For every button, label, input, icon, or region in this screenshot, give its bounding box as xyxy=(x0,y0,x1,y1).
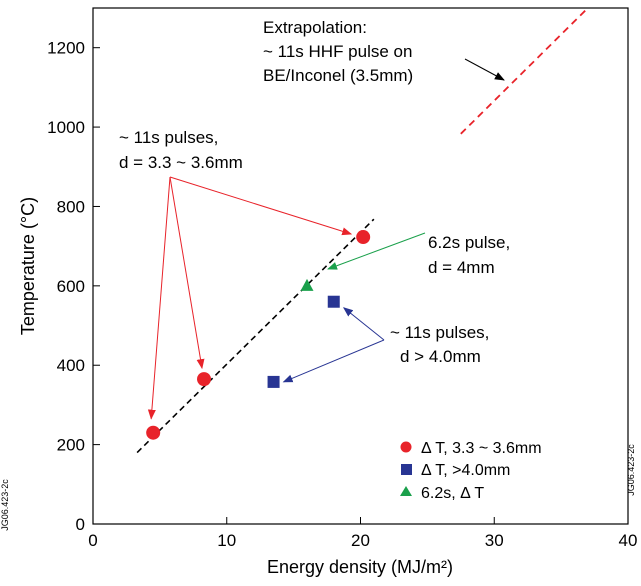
legend-label: Δ T, 3.3 ~ 3.6mm xyxy=(421,440,542,457)
annotation-line: ~ 11s pulses, xyxy=(119,128,218,147)
plot-frame xyxy=(92,7,629,525)
annotation-extrapolation: Extrapolation: ~ 11s HHF pulse on BE/Inc… xyxy=(263,18,413,85)
x-tick-label: 30 xyxy=(485,531,504,550)
x-tick-label: 0 xyxy=(88,531,97,550)
x-axis-label: Energy density (MJ/m²) xyxy=(267,557,453,577)
annotation-line: d = 4mm xyxy=(428,258,495,277)
annotation-11s-pulses-large-d: ~ 11s pulses, d > 4.0mm xyxy=(390,323,489,366)
legend-label: Δ T, >4.0mm xyxy=(421,462,510,479)
legend-marker-triangle xyxy=(400,486,412,496)
y-tick-label: 1200 xyxy=(47,39,85,58)
y-tick-label: 200 xyxy=(57,436,85,455)
annotation-line: 6.2s pulse, xyxy=(428,233,510,252)
annotation-line: ~ 11s pulses, xyxy=(390,323,489,342)
annotation-6-2s-pulse: 6.2s pulse, d = 4mm xyxy=(428,233,510,277)
legend-label: 6.2s, Δ T xyxy=(421,485,484,502)
data-point-circle xyxy=(146,425,161,440)
data-point-triangle xyxy=(300,278,314,291)
annotation-line: Extrapolation: xyxy=(263,18,367,37)
y-tick-label: 1000 xyxy=(47,118,85,137)
side-label-right: JG06.423-2c xyxy=(626,444,636,496)
side-label-left: JG06.423-2c xyxy=(0,479,10,531)
legend: Δ T, 3.3 ~ 3.6mm Δ T, >4.0mm 6.2s, Δ T xyxy=(400,440,542,502)
legend-marker-circle xyxy=(400,441,412,453)
arrow-to-extrapolation xyxy=(464,58,505,81)
data-points xyxy=(146,230,371,440)
annotation-11s-pulses-small-d: ~ 11s pulses, d = 3.3 ~ 3.6mm xyxy=(119,128,243,172)
fit-line xyxy=(136,218,375,454)
y-tick-label: 800 xyxy=(57,197,85,216)
annotation-line: ~ 11s HHF pulse on xyxy=(263,42,412,61)
annotation-arrows xyxy=(147,58,505,420)
arrow-to-point xyxy=(169,176,205,370)
y-tick-label: 0 xyxy=(76,515,85,534)
data-point-square xyxy=(267,375,280,388)
x-tick-label: 40 xyxy=(619,531,638,550)
fit-lines xyxy=(136,7,589,454)
data-point-circle xyxy=(197,372,212,387)
arrow-to-point xyxy=(147,176,171,420)
arrow-to-point xyxy=(342,307,385,341)
annotation-line: d > 4.0mm xyxy=(400,347,481,366)
arrow-to-point xyxy=(282,339,385,383)
arrow-to-fit-line xyxy=(327,232,426,270)
data-point-square xyxy=(327,295,340,308)
extrapolation-line xyxy=(460,7,589,135)
legend-marker-square xyxy=(401,464,412,475)
y-tick-label: 400 xyxy=(57,356,85,375)
y-tick-label: 600 xyxy=(57,277,85,296)
data-point-circle xyxy=(356,230,371,245)
annotation-line: d = 3.3 ~ 3.6mm xyxy=(119,153,243,172)
arrow-to-point xyxy=(169,176,353,236)
x-tick-label: 10 xyxy=(217,531,236,550)
annotation-line: BE/Inconel (3.5mm) xyxy=(263,66,413,85)
x-tick-label: 20 xyxy=(351,531,370,550)
y-axis-label: Temperature (°C) xyxy=(18,197,38,335)
